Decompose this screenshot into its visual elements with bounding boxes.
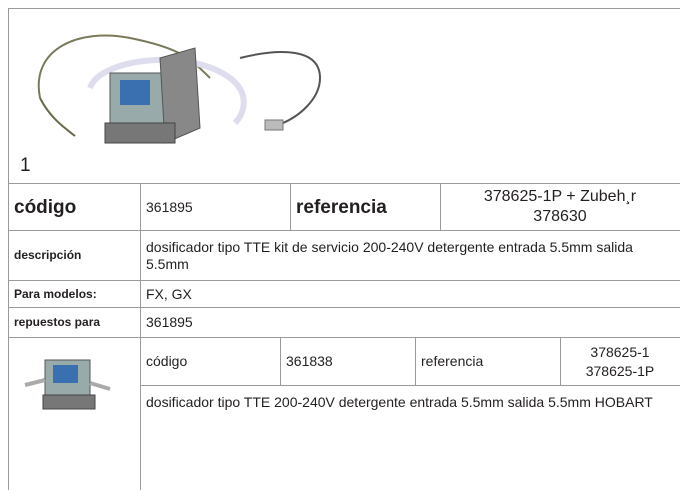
description: dosificador tipo TTE kit de servicio 200… bbox=[146, 238, 633, 272]
border bbox=[8, 280, 680, 281]
code-label: código bbox=[14, 196, 77, 218]
border bbox=[280, 337, 281, 385]
reference-line: 378630 bbox=[533, 208, 587, 225]
border bbox=[415, 337, 416, 385]
border bbox=[8, 337, 680, 338]
reference: 378625-1P + Zubeh¸r 378630 bbox=[440, 184, 680, 230]
reference-line: 378625-1P bbox=[585, 362, 655, 379]
image-label: 1 bbox=[20, 154, 31, 176]
models: FX, GX bbox=[146, 285, 192, 302]
border bbox=[8, 8, 680, 9]
spare-reference: 378625-1 378625-1P bbox=[560, 338, 680, 385]
border bbox=[8, 183, 680, 184]
description-label: descripción bbox=[14, 248, 82, 262]
spare-for: 361895 bbox=[146, 314, 193, 330]
border bbox=[8, 230, 680, 231]
spare-code: 361838 bbox=[286, 353, 333, 369]
product-image bbox=[37, 34, 322, 144]
models-label: Para modelos: bbox=[14, 286, 97, 301]
border bbox=[140, 183, 141, 490]
border bbox=[560, 337, 561, 385]
spare-code-label: código bbox=[146, 353, 188, 369]
border bbox=[8, 307, 680, 308]
code: 361895 bbox=[146, 198, 193, 215]
border bbox=[290, 183, 291, 230]
spare-part-image bbox=[24, 359, 111, 410]
spare-for-label: repuestos para bbox=[14, 315, 101, 329]
border bbox=[8, 8, 9, 490]
spare-description: dosificador tipo TTE 200-240V detergente… bbox=[146, 394, 653, 410]
reference-line: 378625-1 bbox=[590, 343, 650, 360]
spare-reference-label: referencia bbox=[421, 353, 484, 369]
reference-label: referencia bbox=[296, 196, 387, 218]
reference-line: 378625-1P + Zubeh¸r bbox=[483, 188, 637, 205]
border bbox=[140, 385, 680, 386]
border bbox=[440, 183, 441, 230]
